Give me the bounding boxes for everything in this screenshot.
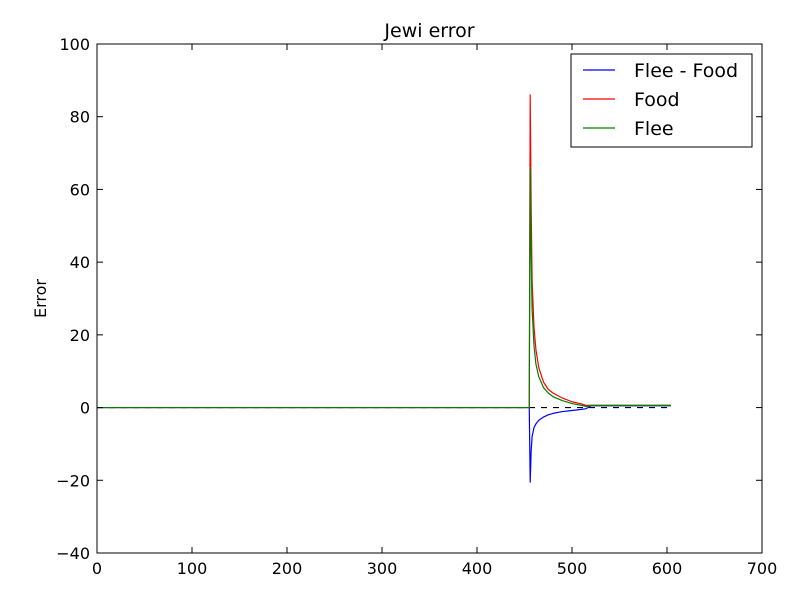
tick-labels-layer: 0 100 200 300 400 500 600 700 −40 −20 0 20 40 60 80 100: [56, 35, 777, 578]
y-tick-label: 40: [70, 253, 90, 272]
legend-label-flee-food: Flee - Food: [634, 60, 738, 82]
y-tick-label: 100: [59, 35, 90, 54]
y-tick-label: 80: [70, 108, 90, 127]
legend-label-food: Food: [634, 89, 680, 111]
y-tick-label: 20: [70, 326, 90, 345]
y-tick-label: −20: [56, 471, 90, 490]
chart-title: Jewi error: [383, 20, 474, 42]
x-tick-label: 100: [177, 559, 208, 578]
x-tick-label: 600: [652, 559, 683, 578]
y-tick-label: 60: [70, 180, 90, 199]
series-line-flee: [97, 167, 671, 409]
plot-frame: [96, 43, 763, 554]
y-tick-label: 0: [80, 399, 90, 418]
x-tick-label: 700: [747, 559, 778, 578]
series-layer: [97, 94, 671, 483]
x-tick-label: 400: [462, 559, 493, 578]
legend: Flee - Food Food Flee: [570, 53, 753, 148]
x-tick-label: 300: [367, 559, 398, 578]
x-tick-label: 200: [272, 559, 303, 578]
legend-label-flee: Flee: [634, 118, 674, 140]
x-tick-label: 0: [92, 559, 102, 578]
y-axis-label: Error: [31, 279, 50, 318]
x-tick-label: 500: [557, 559, 588, 578]
y-tick-label: −40: [56, 544, 90, 563]
